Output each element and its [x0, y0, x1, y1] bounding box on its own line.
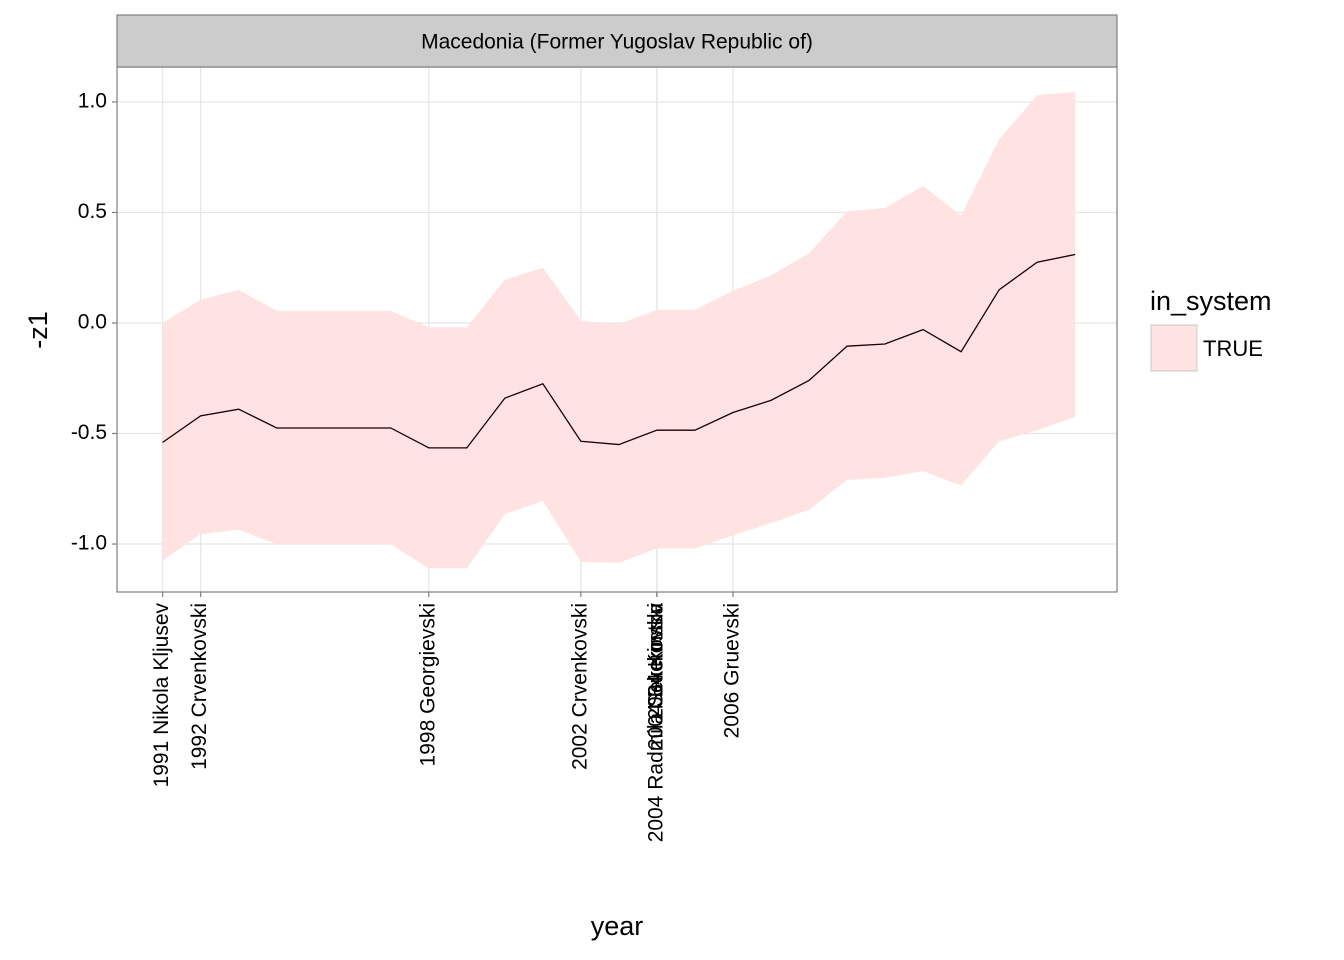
x-tick-label: 2006 Gruevski — [721, 603, 744, 738]
y-tick-label: 1.0 — [78, 89, 107, 112]
line — [162, 253, 1076, 449]
y-tick-label: -1.0 — [71, 532, 107, 555]
y-tick-label: 0.5 — [78, 200, 107, 223]
x-tick-label: 1992 Crvenkovski — [188, 603, 211, 770]
x-tick-label: 2002 Crvenkovski — [568, 603, 591, 770]
strip-title: Macedonia (Former Yugoslav Republic of) — [421, 31, 813, 54]
x-tick-label: 2004 Radmila Sekerinska — [644, 603, 667, 843]
legend-key — [1150, 324, 1198, 372]
x-tick-label: 1991 Nikola Kljusev — [150, 603, 173, 788]
x-tick-label: 2004 Buckovski — [644, 603, 667, 750]
strip — [116, 14, 1118, 68]
ribbon — [162, 91, 1076, 569]
x-axis-title: year — [591, 911, 644, 941]
y-tick-label: -0.5 — [71, 421, 107, 444]
legend-title: in_system — [1150, 286, 1272, 316]
x-tick-label: 2004 Kostov — [644, 603, 667, 720]
x-tick-label: 1998 Georgievski — [416, 603, 439, 766]
legend-label: TRUE — [1203, 336, 1263, 361]
y-axis-title: -z1 — [23, 311, 53, 349]
y-tick-label: 0.0 — [78, 311, 107, 334]
